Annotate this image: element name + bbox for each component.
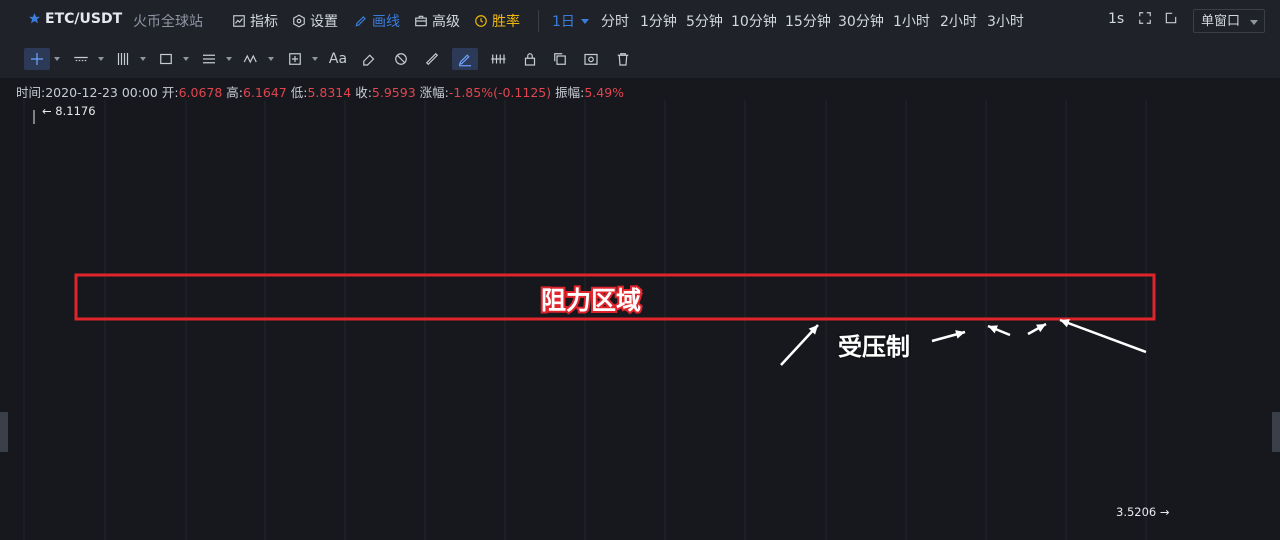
chevron-down-icon[interactable]: [183, 57, 189, 61]
refresh-rate[interactable]: 1s: [1108, 11, 1124, 27]
lock-icon: [521, 50, 539, 68]
interval-label: 1日: [552, 14, 575, 30]
indicator-button[interactable]: 指标: [232, 11, 278, 31]
fib-tool[interactable]: [196, 48, 222, 70]
chevron-down-icon: [1250, 20, 1258, 25]
clock-icon: [474, 14, 488, 28]
candlestick-chart[interactable]: 7.68536.78645.29174.67274.12623.6436 5.9…: [0, 78, 1280, 540]
copy-icon: [551, 50, 569, 68]
delete-tool[interactable]: [610, 48, 636, 70]
eraser-tool[interactable]: [356, 48, 382, 70]
indicator-label: 指标: [250, 14, 278, 30]
gear-icon: [292, 14, 306, 28]
screenshot-tool[interactable]: [578, 48, 604, 70]
right-scroll-handle[interactable]: [1272, 412, 1280, 452]
interval-1h[interactable]: 1小时: [893, 11, 930, 31]
drawing-toolbar: Aa: [0, 42, 1280, 78]
draw-mode-tool[interactable]: [452, 48, 478, 70]
window-mode-select[interactable]: 单窗口: [1193, 9, 1265, 33]
screenshot-icon: [582, 50, 600, 68]
text-tool[interactable]: Aa: [325, 48, 351, 70]
interval-1m[interactable]: 1分钟: [640, 11, 677, 31]
channel-tool[interactable]: [110, 48, 136, 70]
fib-levels-icon: [200, 50, 218, 68]
wave-tool[interactable]: [238, 48, 264, 70]
magnet-tool[interactable]: [388, 48, 414, 70]
divider: [538, 10, 539, 32]
ruler-icon: [423, 50, 441, 68]
measure-tool[interactable]: [282, 48, 308, 70]
winrate-button[interactable]: 胜率: [474, 11, 520, 31]
expand-icon: [1138, 11, 1152, 25]
interval-1d[interactable]: 1日: [552, 11, 589, 31]
interval-timeshare[interactable]: 分时: [601, 11, 629, 31]
line-tool-icon: [72, 50, 90, 68]
popout-icon: [1164, 11, 1178, 25]
trash-icon: [614, 50, 632, 68]
advanced-label: 高级: [432, 14, 460, 30]
interval-2h[interactable]: 2小时: [940, 11, 977, 31]
window-mode-label: 单窗口: [1201, 14, 1240, 29]
pencil-icon: [354, 14, 368, 28]
magnet-icon: [392, 50, 410, 68]
rectangle-icon: [157, 50, 175, 68]
fullscreen-button[interactable]: [1138, 11, 1156, 27]
settings-label: 设置: [310, 14, 338, 30]
chevron-down-icon[interactable]: [226, 57, 232, 61]
line-tool[interactable]: [68, 48, 94, 70]
lock-tool[interactable]: [517, 48, 543, 70]
settings-button[interactable]: 设置: [292, 11, 338, 31]
interval-10m[interactable]: 10分钟: [731, 11, 777, 31]
chevron-down-icon[interactable]: [98, 57, 104, 61]
chevron-down-icon[interactable]: [140, 57, 146, 61]
left-scroll-handle[interactable]: [0, 412, 8, 452]
measure-icon: [286, 50, 304, 68]
draw-button[interactable]: 画线: [354, 11, 400, 31]
chevron-down-icon[interactable]: [54, 57, 60, 61]
parallel-channel-icon: [114, 50, 132, 68]
interval-15m[interactable]: 15分钟: [785, 11, 831, 31]
eraser-icon: [360, 50, 378, 68]
min-price-marker: 3.5206 →: [1116, 505, 1170, 519]
crosshair-icon: [28, 50, 46, 68]
ruler-tool[interactable]: [419, 48, 445, 70]
wave-icon: [242, 50, 260, 68]
chevron-down-icon: [581, 19, 589, 24]
chevron-down-icon[interactable]: [268, 57, 274, 61]
pair-selector[interactable]: ETC/USDT: [28, 11, 122, 27]
pattern-tool[interactable]: [485, 48, 511, 70]
popout-button[interactable]: [1164, 11, 1182, 27]
pattern-icon: [489, 50, 507, 68]
rectangle-tool[interactable]: [153, 48, 179, 70]
max-price-marker: ← 8.1176: [42, 104, 96, 118]
pressure-label: 受压制: [838, 333, 910, 361]
arrow-line: [1060, 320, 1146, 352]
exchange-name: 火币全球站: [133, 11, 203, 31]
advanced-button[interactable]: 高级: [414, 11, 460, 31]
star-icon[interactable]: [28, 12, 41, 25]
interval-5m[interactable]: 5分钟: [686, 11, 723, 31]
copy-tool[interactable]: [547, 48, 573, 70]
chevron-down-icon[interactable]: [312, 57, 318, 61]
top-bar: ETC/USDT 火币全球站 指标 设置 画线 高级 胜率 1日 分时 1分钟 …: [0, 0, 1280, 43]
interval-3h[interactable]: 3小时: [987, 11, 1024, 31]
briefcase-icon: [414, 14, 428, 28]
draw-label: 画线: [372, 14, 400, 30]
indicator-icon: [232, 14, 246, 28]
resistance-zone-label: 阻力区域: [541, 286, 641, 315]
draw-mode-icon: [456, 50, 474, 68]
annotations: 5.9593← 8.11763.5206 →阻力区域受压制: [0, 104, 1276, 540]
crosshair-tool[interactable]: [24, 48, 50, 70]
interval-30m[interactable]: 30分钟: [838, 11, 884, 31]
winrate-label: 胜率: [492, 14, 520, 30]
pair-name: ETC/USDT: [45, 11, 122, 27]
